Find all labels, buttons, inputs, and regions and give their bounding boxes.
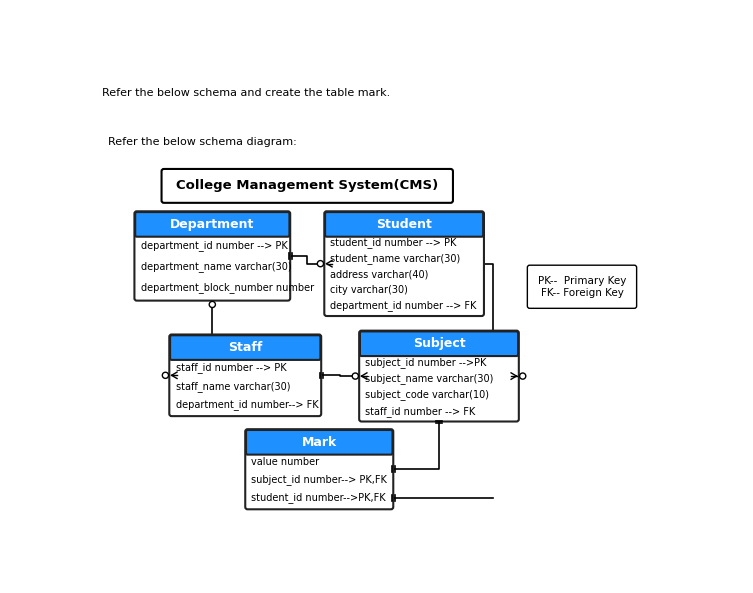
Text: subject_id number--> PK,FK: subject_id number--> PK,FK — [252, 474, 387, 486]
Text: value number: value number — [252, 457, 319, 467]
Text: student_name varchar(30): student_name varchar(30) — [331, 253, 461, 264]
Text: department_id number --> PK: department_id number --> PK — [141, 240, 288, 251]
FancyBboxPatch shape — [169, 334, 322, 416]
FancyBboxPatch shape — [246, 430, 392, 455]
Text: city varchar(30): city varchar(30) — [331, 285, 408, 295]
Text: FK-- Foreign Key: FK-- Foreign Key — [541, 288, 623, 298]
FancyBboxPatch shape — [360, 331, 518, 356]
Text: department_id number --> FK: department_id number --> FK — [331, 301, 477, 311]
Text: College Management System(CMS): College Management System(CMS) — [176, 180, 438, 192]
FancyBboxPatch shape — [325, 212, 483, 237]
Text: Mark: Mark — [302, 436, 337, 449]
Text: Department: Department — [170, 218, 255, 231]
FancyBboxPatch shape — [135, 211, 290, 301]
Circle shape — [317, 260, 324, 267]
Circle shape — [209, 301, 215, 308]
Text: department_id number--> FK: department_id number--> FK — [175, 399, 318, 410]
FancyBboxPatch shape — [170, 335, 321, 360]
Text: department_name varchar(30): department_name varchar(30) — [141, 262, 291, 272]
Text: student_id number-->PK,FK: student_id number-->PK,FK — [252, 493, 386, 503]
FancyBboxPatch shape — [527, 265, 636, 308]
Circle shape — [520, 373, 526, 379]
Text: Student: Student — [376, 218, 432, 231]
Text: student_id number --> PK: student_id number --> PK — [331, 238, 457, 248]
FancyBboxPatch shape — [136, 212, 289, 237]
Text: Staff: Staff — [228, 341, 263, 354]
Text: subject_id number -->PK: subject_id number -->PK — [365, 357, 486, 368]
Text: subject_name varchar(30): subject_name varchar(30) — [365, 374, 494, 384]
FancyBboxPatch shape — [162, 169, 453, 203]
Circle shape — [163, 372, 169, 378]
FancyBboxPatch shape — [359, 331, 519, 422]
Text: staff_id number --> FK: staff_id number --> FK — [365, 406, 476, 416]
Text: subject_code varchar(10): subject_code varchar(10) — [365, 390, 489, 400]
Text: staff_id number --> PK: staff_id number --> PK — [175, 362, 286, 373]
Text: Refer the below schema diagram:: Refer the below schema diagram: — [108, 136, 297, 146]
Text: department_block_number number: department_block_number number — [141, 282, 314, 294]
Text: address varchar(40): address varchar(40) — [331, 269, 429, 279]
Circle shape — [352, 373, 358, 379]
Text: PK--  Primary Key: PK-- Primary Key — [538, 276, 626, 286]
FancyBboxPatch shape — [245, 429, 393, 509]
Text: staff_name varchar(30): staff_name varchar(30) — [175, 381, 290, 391]
FancyBboxPatch shape — [325, 211, 484, 316]
Text: Refer the below schema and create the table mark.: Refer the below schema and create the ta… — [102, 88, 390, 98]
Text: Subject: Subject — [413, 337, 465, 350]
